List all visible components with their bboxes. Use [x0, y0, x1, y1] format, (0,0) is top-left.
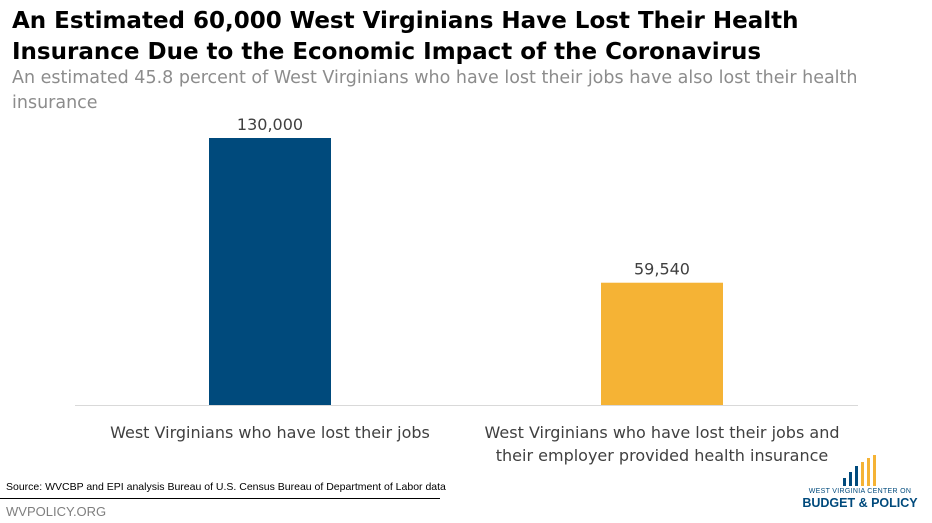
- chart-title: An Estimated 60,000 West Virginians Have…: [12, 8, 799, 65]
- source-note: Source: WVCBP and EPI analysis Bureau of…: [6, 481, 446, 493]
- bar: [601, 282, 723, 405]
- logo-icon: [843, 455, 876, 486]
- x-tick-label: West Virginians who have lost their jobs…: [484, 423, 840, 465]
- logo-text: BUDGET & POLICY: [802, 496, 918, 510]
- divider: [0, 498, 440, 499]
- chart-subtitle: An estimated 45.8 percent of West Virgin…: [12, 68, 858, 113]
- value-label: 130,000: [237, 115, 303, 134]
- logo-text: WEST VIRGINIA CENTER ON: [808, 488, 912, 495]
- website: WVPOLICY.ORG: [6, 504, 107, 519]
- x-tick-label: West Virginians who have lost their jobs: [110, 423, 430, 442]
- value-label: 59,540: [634, 260, 690, 279]
- bar: [209, 138, 331, 405]
